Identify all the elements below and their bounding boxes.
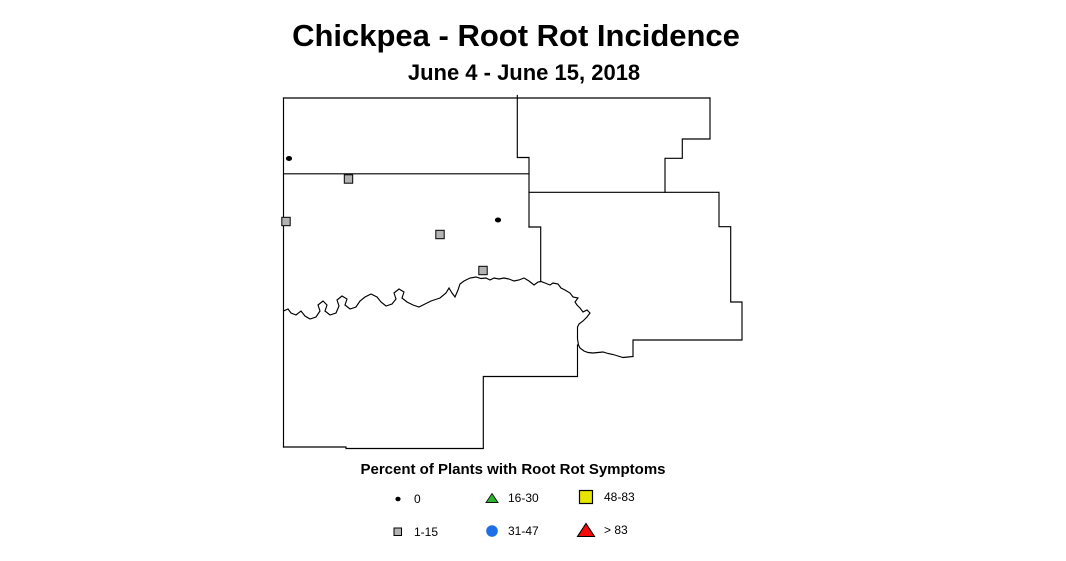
county-outline-south <box>282 344 579 450</box>
legend-label: 0 <box>414 492 421 506</box>
legend-item-1-15: 1-15 <box>388 522 438 542</box>
yellow-square-icon <box>574 489 598 505</box>
map-marker-0 <box>285 156 293 161</box>
map-marker-1-15 <box>435 229 445 240</box>
page-title: Chickpea - Root Rot Incidence <box>292 18 740 53</box>
map-marker-1-15 <box>281 216 291 227</box>
legend-item-48-83: 48-83 <box>574 487 635 507</box>
legend-item-gt83: > 83 <box>574 520 628 540</box>
green-triangle-icon <box>482 492 502 504</box>
red-triangle-icon <box>574 522 598 538</box>
county-divider-north <box>516 94 530 228</box>
legend-item-16-30: 16-30 <box>482 488 539 508</box>
legend-item-31-47: 31-47 <box>482 521 539 541</box>
blue-circle-icon <box>482 524 502 538</box>
dot-marker-icon <box>388 495 408 503</box>
gray-square-icon <box>388 527 408 537</box>
legend-title: Percent of Plants with Root Rot Symptoms <box>360 461 666 478</box>
county-outline-east <box>528 191 743 358</box>
county-map <box>281 94 743 450</box>
legend-label: > 83 <box>604 523 628 537</box>
legend-label: 48-83 <box>604 490 635 504</box>
county-outline-northeast <box>664 97 711 193</box>
page-subtitle: June 4 - June 15, 2018 <box>407 60 641 85</box>
legend-label: 31-47 <box>508 524 539 538</box>
map-marker-1-15 <box>343 174 354 184</box>
map-marker-0 <box>494 217 502 223</box>
county-divider-central <box>528 226 542 283</box>
river-line <box>282 276 634 359</box>
legend-label: 16-30 <box>508 491 539 505</box>
legend-item-0: 0 <box>388 489 421 509</box>
map-marker-1-15 <box>478 265 488 276</box>
legend-label: 1-15 <box>414 525 439 539</box>
